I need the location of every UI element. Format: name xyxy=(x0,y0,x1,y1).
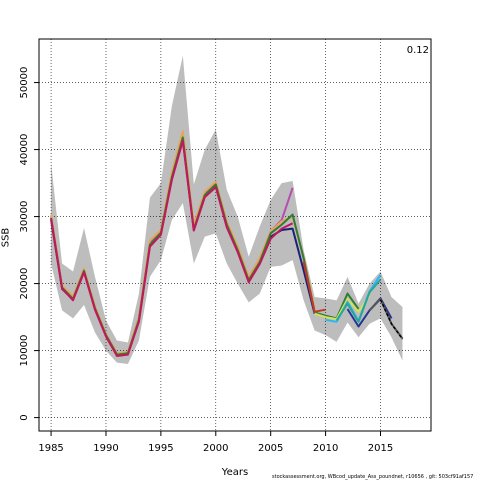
y-axis-label: SSB xyxy=(0,227,12,248)
x-tick-label: 1985 xyxy=(38,443,63,454)
y-tick-label: 40000 xyxy=(19,134,30,166)
x-tick-label: 1990 xyxy=(93,443,118,454)
y-tick-label: 20000 xyxy=(19,268,30,300)
y-tick-label: 30000 xyxy=(19,201,30,233)
series-line xyxy=(314,295,371,321)
confidence-band-layer xyxy=(51,55,403,364)
series-line xyxy=(302,261,326,313)
confidence-band xyxy=(51,55,403,364)
credit-text: stockassessment.org, WBcod_update_Ass_po… xyxy=(272,474,474,480)
y-tick-label: 0 xyxy=(19,414,30,420)
y-tick-label: 10000 xyxy=(19,335,30,367)
x-axis-label: Years xyxy=(221,467,249,478)
corner-label: 0.12 xyxy=(406,45,429,56)
x-tick-label: 1995 xyxy=(148,443,173,454)
axis-layer: 1985 1990 1995 2000 2005 2010 2015 0 10000 20000 3… xyxy=(19,67,393,454)
x-tick-label: 2010 xyxy=(313,443,338,454)
x-tick-label: 2005 xyxy=(258,443,283,454)
x-tick-label: 2015 xyxy=(368,443,393,454)
series-line xyxy=(50,139,294,357)
series-line xyxy=(335,278,382,323)
series-line xyxy=(379,299,404,340)
series-layer xyxy=(50,130,404,357)
x-tick-label: 2000 xyxy=(203,443,228,454)
y-tick-label: 50000 xyxy=(19,67,30,99)
plot-frame xyxy=(38,38,432,432)
